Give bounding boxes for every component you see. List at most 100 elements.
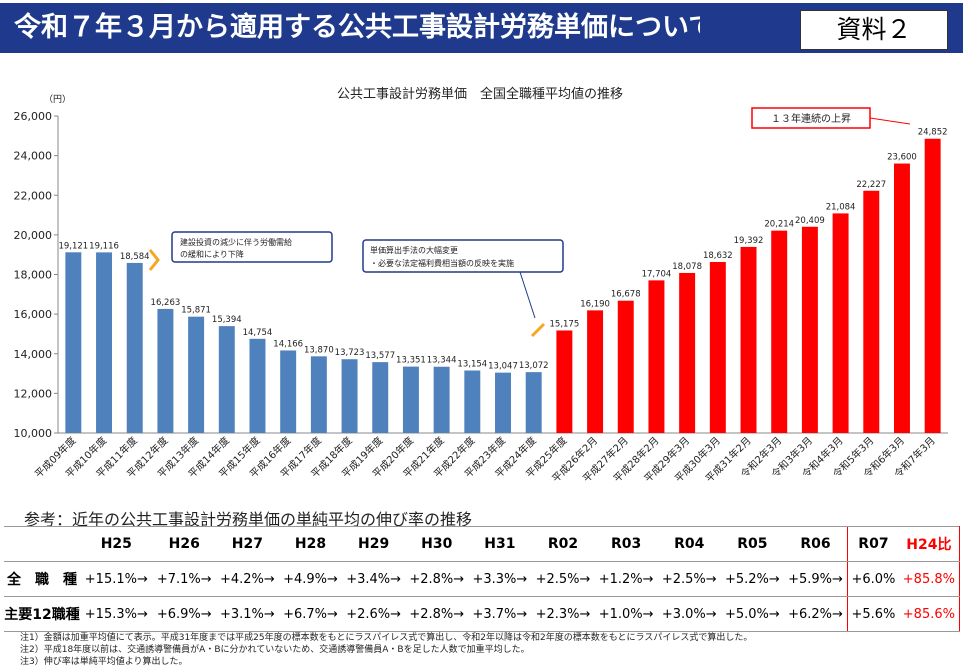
- page-title: 令和７年３月から適用する公共工事設計労務単価について: [0, 3, 700, 53]
- footnote-2: 注2）平成18年度以前は、交通誘導警備員がA・Bに分かれていないため、交通誘導警…: [20, 645, 530, 655]
- chart-area: 公共工事設計労務単価 全国全職種平均値の推移 （円） 10,000 12,000 14,…: [0, 78, 963, 498]
- y-tick-label: 10,000: [14, 427, 53, 440]
- table-cell: +2.8%→: [405, 596, 469, 632]
- bar-value-label: 13,351: [396, 356, 426, 366]
- bar-value-label: 13,870: [304, 345, 334, 355]
- table-cell: +5.9%→: [783, 561, 848, 597]
- change-note-line-2: ・必要な法定福利費相当額の反映を実施: [370, 258, 514, 268]
- bar: [587, 310, 604, 433]
- bar: [893, 163, 910, 434]
- decline-note-line-1: 建設投資の減少に伴う労働需給: [180, 237, 292, 247]
- table-corner: [4, 526, 80, 562]
- table-header-cell: R06: [783, 526, 848, 562]
- bar: [218, 326, 235, 433]
- table-cell: +3.3%→: [468, 561, 532, 597]
- table-header-cell: H27: [215, 526, 279, 562]
- bar-value-label: 13,723: [335, 348, 365, 358]
- table-cell: +7.1%→: [152, 561, 216, 597]
- table-cell: +3.7%→: [468, 596, 532, 632]
- y-tick-label: 12,000: [14, 387, 53, 400]
- table-header-cell: R03: [594, 526, 658, 562]
- bar: [96, 252, 113, 433]
- bar-value-label: 13,577: [365, 351, 395, 361]
- table-header-cell: H25: [80, 526, 153, 562]
- table-cell: +15.3%→: [80, 596, 153, 632]
- bar: [495, 372, 511, 433]
- table-row: 主要12職種 +15.3%→ +6.9%→ +3.1%→ +6.7%→ +2.6%→ +2.…: [4, 596, 960, 632]
- document-label: 資料２: [800, 10, 948, 50]
- y-tick-label: 14,000: [14, 348, 53, 361]
- table-cell: +6.9%→: [152, 596, 216, 632]
- bar-value-label: 15,871: [181, 306, 211, 316]
- bar-value-label: 15,175: [550, 319, 580, 329]
- header: 令和７年３月から適用する公共工事設計労務単価について 資料２: [0, 0, 963, 56]
- bar-value-label: 13,072: [519, 361, 549, 371]
- y-tick-label: 20,000: [14, 229, 53, 242]
- bar: [801, 226, 818, 433]
- bar: [832, 213, 849, 433]
- bar-value-label: 21,084: [826, 202, 856, 212]
- streak-note-pointer: [869, 117, 911, 125]
- bar: [188, 316, 205, 433]
- bar: [648, 280, 665, 433]
- table-cell: +85.6%: [898, 596, 960, 632]
- table-cell: +3.0%→: [657, 596, 721, 632]
- table-cell: +1.0%→: [594, 596, 658, 632]
- bar-value-label: 16,678: [611, 290, 641, 300]
- bar: [341, 359, 358, 433]
- bar-value-label: 20,214: [764, 220, 794, 230]
- table-cell: +1.2%→: [594, 561, 658, 597]
- bar-value-label: 13,047: [488, 362, 518, 372]
- bar-value-label: 20,409: [795, 216, 825, 226]
- bar-value-label: 19,121: [58, 241, 88, 251]
- bar: [280, 350, 297, 433]
- table-cell: +5.6%: [847, 596, 899, 632]
- bar-value-label: 14,754: [243, 328, 273, 338]
- y-axis-label: （円）: [44, 94, 71, 105]
- bar: [525, 372, 542, 433]
- table-cell: +2.6%→: [342, 596, 406, 632]
- bar-value-label: 18,632: [703, 251, 733, 261]
- bar: [617, 300, 634, 433]
- table-cell: +2.3%→: [531, 596, 595, 632]
- table-header-cell: R04: [657, 526, 721, 562]
- reference-title: 参考：近年の公共工事設計労務単価の単純平均の伸び率の推移: [24, 510, 473, 529]
- table-header-row: H25 H26 H27 H28 H29 H30 H31 R02 R03 R04 R05 R06 R07 H…: [4, 526, 960, 562]
- change-note-line-1: 単価算出手法の大幅変更: [370, 245, 458, 255]
- y-tick-label: 16,000: [14, 308, 53, 321]
- bar: [402, 366, 419, 433]
- y-tick-label: 18,000: [14, 269, 53, 282]
- table-cell: +5.2%→: [720, 561, 784, 597]
- bar-value-label: 17,704: [642, 269, 672, 279]
- table-cell: +3.1%→: [215, 596, 279, 632]
- bar-chart: 公共工事設計労務単価 全国全職種平均値の推移 （円） 10,000 12,000 14,…: [14, 86, 948, 485]
- table-header-cell: H28: [278, 526, 343, 562]
- bar-value-label: 19,392: [734, 236, 764, 246]
- table-row-label: 主要12職種: [4, 596, 80, 632]
- table-header-cell: H24比: [898, 526, 960, 562]
- table-cell: +6.2%→: [783, 596, 848, 632]
- bar-value-label: 14,166: [273, 339, 303, 349]
- bar-value-label: 18,584: [120, 252, 150, 262]
- bar-value-label: 15,394: [212, 315, 242, 325]
- bar: [924, 138, 941, 433]
- footnotes: 注1）金額は加重平均値にて表示。平成31年度までは平成25年度の標本数をもとにラ…: [20, 632, 752, 668]
- bar: [679, 272, 696, 433]
- change-note-box: [362, 239, 564, 273]
- table-cell: +2.5%→: [531, 561, 595, 597]
- table-cell: +2.5%→: [657, 561, 721, 597]
- streak-note: １３年連続の上昇: [771, 112, 851, 125]
- table-row: 全 職 種 +15.1%→ +7.1%→ +4.2%→ +4.9%→ +3.4%→ +2.8…: [4, 561, 960, 597]
- table-cell: +2.8%→: [405, 561, 469, 597]
- table-cell: +85.8%: [898, 561, 960, 597]
- bar-value-label: 16,263: [151, 298, 181, 308]
- change-arrow: [530, 322, 546, 338]
- change-note-pointer: [490, 271, 536, 319]
- table-cell: +6.7%→: [278, 596, 343, 632]
- footnote-1: 注1）金額は加重平均値にて表示。平成31年度までは平成25年度の標本数をもとにラ…: [20, 633, 753, 643]
- bar: [863, 190, 880, 433]
- table-cell: +15.1%→: [80, 561, 153, 597]
- footnote-3: 注3）伸び率は単純平均値より算出した。: [20, 657, 188, 667]
- bar-value-label: 16,190: [580, 299, 610, 309]
- table-cell: +5.0%→: [720, 596, 784, 632]
